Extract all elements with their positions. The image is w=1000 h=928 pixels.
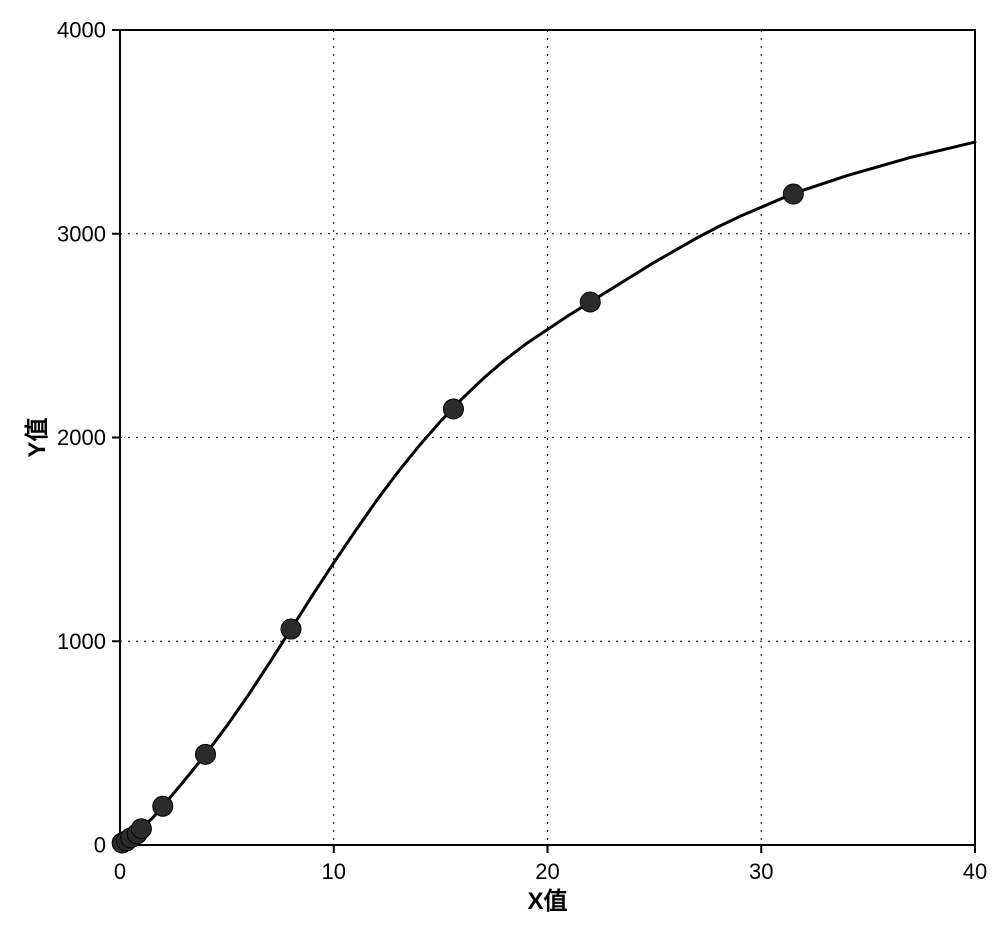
y-tick-label: 4000 [57,18,106,43]
x-tick-label: 20 [535,859,559,884]
x-axis-label: X值 [527,887,567,915]
data-marker [153,796,173,816]
x-tick-label: 30 [749,859,773,884]
x-tick-label: 10 [322,859,346,884]
data-marker [783,184,803,204]
y-tick-label: 1000 [57,629,106,654]
x-tick-label: 40 [963,859,987,884]
x-tick-label: 0 [114,859,126,884]
y-tick-label: 0 [94,833,106,858]
chart-background [0,0,1000,928]
data-marker [131,819,151,839]
data-marker [196,744,216,764]
y-axis-label: Y值 [23,417,51,457]
y-tick-label: 2000 [57,425,106,450]
chart-svg: 0 10 20 30 40 0 1000 2000 3000 4000 X值 Y值 [0,0,1000,928]
y-tick-label: 3000 [57,221,106,246]
data-marker [443,399,463,419]
data-marker [281,619,301,639]
data-marker [580,292,600,312]
chart-container: 0 10 20 30 40 0 1000 2000 3000 4000 X值 Y值 [0,0,1000,928]
